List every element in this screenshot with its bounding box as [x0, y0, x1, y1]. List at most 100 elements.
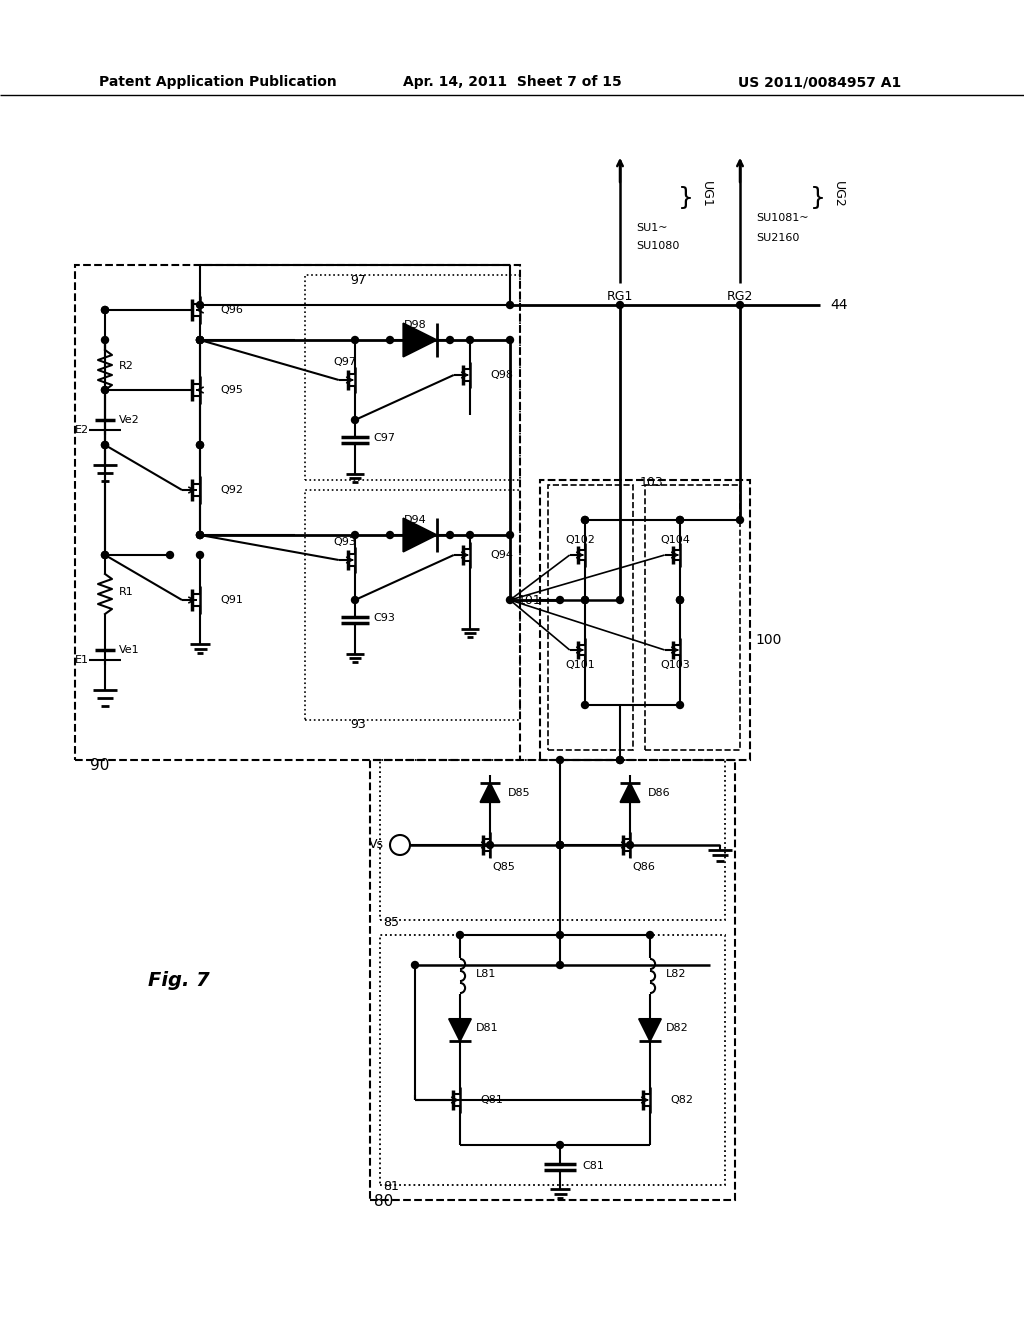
- Polygon shape: [403, 323, 437, 356]
- Text: Q98: Q98: [490, 370, 513, 380]
- Text: US 2011/0084957 A1: US 2011/0084957 A1: [738, 75, 901, 88]
- Text: Apr. 14, 2011  Sheet 7 of 15: Apr. 14, 2011 Sheet 7 of 15: [402, 75, 622, 88]
- Text: D86: D86: [648, 788, 671, 799]
- Circle shape: [467, 532, 473, 539]
- Text: Q91: Q91: [220, 595, 243, 605]
- Text: D98: D98: [403, 319, 426, 330]
- Text: C97: C97: [373, 433, 395, 444]
- Circle shape: [556, 1142, 563, 1148]
- Circle shape: [646, 932, 653, 939]
- Circle shape: [616, 597, 624, 603]
- Text: SU1081~: SU1081~: [756, 213, 809, 223]
- Circle shape: [101, 387, 109, 393]
- Bar: [540, 480, 750, 760]
- Circle shape: [446, 532, 454, 539]
- Circle shape: [556, 842, 563, 849]
- Circle shape: [736, 301, 743, 309]
- Text: SU2160: SU2160: [756, 234, 800, 243]
- Text: Q92: Q92: [220, 484, 243, 495]
- Circle shape: [556, 842, 563, 849]
- Circle shape: [507, 597, 513, 603]
- Text: 44: 44: [830, 298, 848, 312]
- Circle shape: [101, 552, 109, 558]
- Text: Ve2: Ve2: [119, 414, 139, 425]
- Circle shape: [197, 441, 204, 449]
- Circle shape: [677, 516, 683, 524]
- Text: Q95: Q95: [220, 385, 243, 395]
- Circle shape: [582, 516, 589, 524]
- Text: E2: E2: [75, 425, 89, 436]
- Circle shape: [507, 301, 513, 309]
- Text: RG1: RG1: [607, 290, 633, 304]
- Circle shape: [351, 532, 358, 539]
- Polygon shape: [403, 519, 437, 552]
- Circle shape: [677, 597, 683, 603]
- Text: D81: D81: [476, 1023, 499, 1034]
- Circle shape: [197, 532, 204, 539]
- Text: 103: 103: [640, 475, 664, 488]
- Text: D94: D94: [403, 515, 426, 525]
- Text: Q96: Q96: [220, 305, 243, 315]
- Text: Q101: Q101: [565, 660, 595, 671]
- Text: 101: 101: [518, 594, 542, 606]
- Text: R2: R2: [119, 360, 134, 371]
- Circle shape: [101, 306, 109, 314]
- Polygon shape: [621, 783, 640, 803]
- Circle shape: [582, 597, 589, 603]
- Circle shape: [197, 552, 204, 558]
- Text: Q81: Q81: [480, 1096, 503, 1105]
- Circle shape: [486, 842, 494, 849]
- Text: R1: R1: [119, 587, 134, 597]
- Bar: [380, 935, 725, 1185]
- Bar: [370, 760, 735, 1200]
- Text: 80: 80: [374, 1195, 393, 1209]
- Circle shape: [101, 552, 109, 558]
- Circle shape: [616, 756, 624, 763]
- Text: Vs: Vs: [369, 838, 384, 851]
- Circle shape: [556, 756, 563, 763]
- Circle shape: [677, 701, 683, 709]
- Text: E1: E1: [75, 655, 89, 665]
- Circle shape: [582, 701, 589, 709]
- Circle shape: [197, 337, 204, 343]
- Circle shape: [197, 337, 204, 343]
- Bar: [305, 275, 520, 480]
- Text: L82: L82: [666, 969, 686, 979]
- Text: Q97: Q97: [333, 356, 356, 367]
- Bar: [380, 760, 725, 920]
- Circle shape: [582, 597, 589, 603]
- Text: 97: 97: [350, 273, 366, 286]
- Circle shape: [386, 532, 393, 539]
- Circle shape: [556, 842, 563, 849]
- Circle shape: [616, 301, 624, 309]
- Circle shape: [351, 337, 358, 343]
- Circle shape: [556, 961, 563, 969]
- Circle shape: [467, 337, 473, 343]
- Text: Q104: Q104: [660, 535, 690, 545]
- Text: 85: 85: [383, 916, 399, 928]
- Circle shape: [101, 306, 109, 314]
- Circle shape: [101, 387, 109, 393]
- Circle shape: [197, 337, 204, 343]
- Circle shape: [457, 932, 464, 939]
- Circle shape: [101, 441, 109, 449]
- Circle shape: [556, 597, 563, 603]
- Circle shape: [167, 552, 173, 558]
- Text: Fig. 7: Fig. 7: [148, 970, 210, 990]
- Text: C81: C81: [582, 1162, 604, 1171]
- Bar: [645, 484, 740, 750]
- Text: Q82: Q82: [670, 1096, 693, 1105]
- Circle shape: [351, 597, 358, 603]
- Text: UG2: UG2: [831, 181, 845, 207]
- Text: C93: C93: [373, 612, 395, 623]
- Text: D85: D85: [508, 788, 530, 799]
- Polygon shape: [480, 783, 500, 803]
- Circle shape: [101, 441, 109, 449]
- Text: Q86: Q86: [632, 862, 655, 873]
- Polygon shape: [449, 1019, 471, 1041]
- Circle shape: [351, 417, 358, 424]
- Text: UG1: UG1: [700, 181, 713, 207]
- Circle shape: [677, 516, 683, 524]
- Circle shape: [412, 961, 419, 969]
- Text: L81: L81: [476, 969, 497, 979]
